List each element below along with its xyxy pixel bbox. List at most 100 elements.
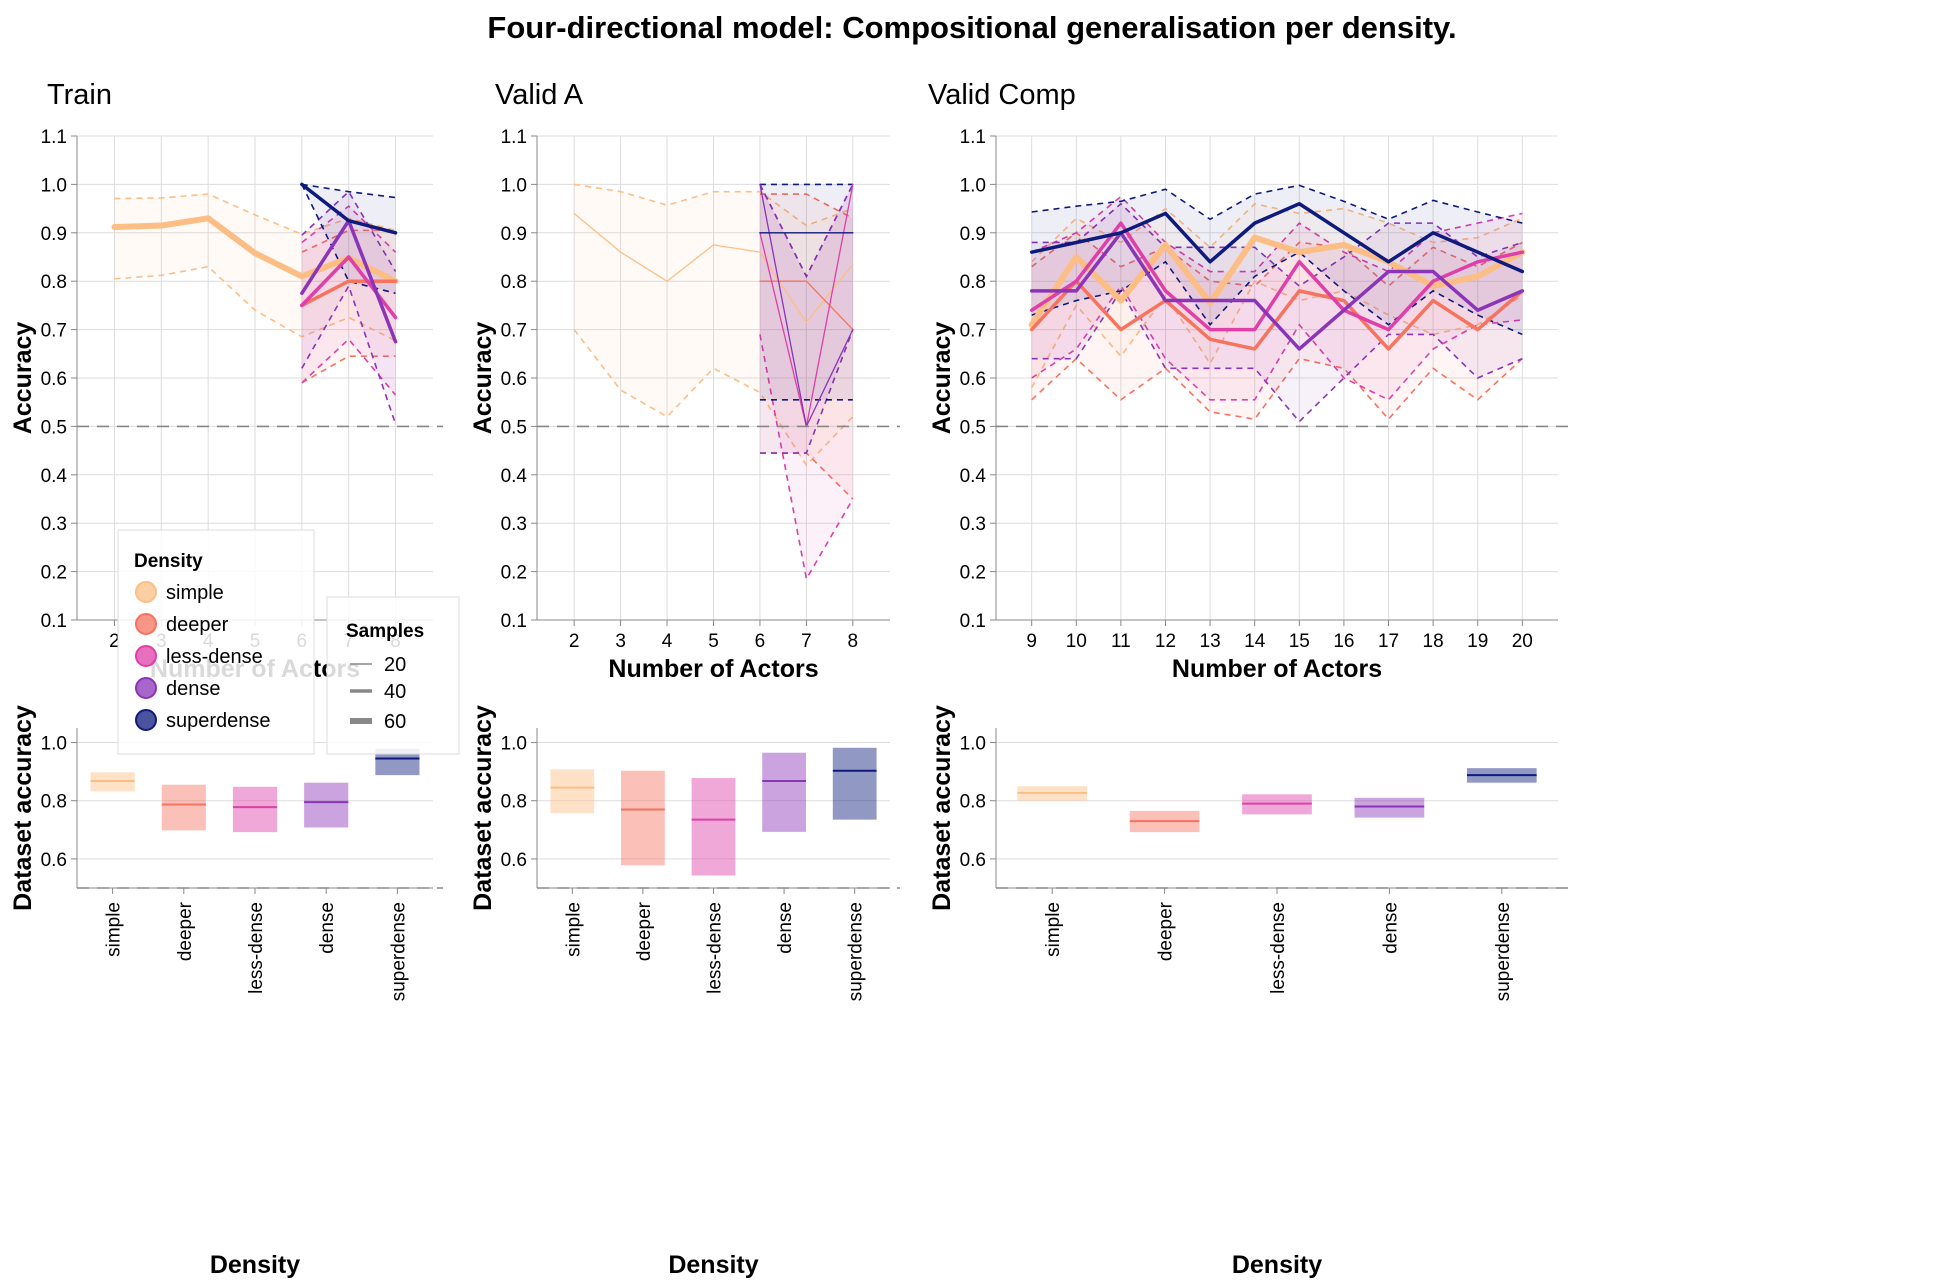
x-tick-label: 12: [1155, 631, 1176, 652]
y-axis-title: Accuracy: [469, 322, 497, 435]
legend-label-deeper: deeper: [166, 614, 229, 636]
y-tick-label: 0.2: [501, 563, 527, 584]
box-deeper: [621, 770, 665, 866]
legend-item-dense[interactable]: dense: [135, 677, 221, 700]
interval-box-superdense: [832, 747, 877, 820]
legend: Density simple deeper less-dense dense s…: [117, 529, 460, 755]
legend-swatch-superdense: [135, 709, 157, 731]
interval-box-dense: [1354, 797, 1425, 818]
y-tick-label: 0.3: [41, 514, 67, 535]
mean-line-simple: [1028, 234, 1526, 328]
confidence-band-simple: [1031, 203, 1523, 388]
upper-bound-superdense: [1031, 184, 1523, 224]
interval-box-dense: [762, 752, 806, 832]
x-tick-label: 10: [1066, 631, 1087, 652]
box-deeper: [161, 784, 206, 831]
upper-bound-deeper: [1031, 231, 1523, 288]
series-superdense: [759, 183, 853, 401]
x-tick-label: dense: [775, 902, 796, 954]
lower-bound-less-dense: [759, 334, 854, 582]
series-dense: [301, 190, 397, 425]
panel-title: Valid Comp: [928, 79, 1076, 111]
y-tick-label: 1.1: [960, 127, 986, 148]
interval-box-deeper: [161, 784, 206, 831]
interval-box-less-dense: [691, 778, 736, 876]
x-tick-label: 17: [1378, 631, 1399, 652]
legend-item-superdense[interactable]: superdense: [135, 709, 271, 732]
box-less-dense: [232, 786, 278, 833]
mean-line-superdense: [300, 182, 398, 235]
upper-bound-superdense: [301, 183, 396, 199]
legend-label-simple: simple: [166, 582, 224, 604]
line-panel-train: Train0.10.20.30.40.50.60.70.80.91.01.123…: [9, 79, 443, 683]
box-superdense: [1466, 768, 1537, 783]
y-tick-label: 0.3: [960, 514, 986, 535]
legend-label-samples-20: 20: [384, 654, 406, 676]
legend-item-less-dense[interactable]: less-dense: [135, 645, 263, 668]
x-tick-label: 4: [662, 631, 673, 652]
confidence-band-less-dense: [301, 206, 396, 395]
confidence-band-simple: [114, 194, 396, 341]
confidence-band-simple: [574, 184, 853, 466]
interval-box-dense: [304, 782, 349, 828]
box-deeper: [1129, 810, 1200, 833]
upper-bound-dense: [759, 184, 854, 279]
lower-bound-simple: [573, 329, 854, 467]
y-tick-label: 0.8: [501, 792, 527, 813]
lower-bound-less-dense: [1031, 284, 1523, 401]
legend-item-samples-20[interactable]: 20: [350, 654, 406, 676]
y-tick-label: 0.2: [41, 563, 67, 584]
confidence-band-superdense: [759, 184, 853, 400]
series-dense: [759, 184, 854, 454]
y-tick-label: 0.6: [960, 850, 986, 871]
box-less-dense: [1242, 794, 1312, 815]
x-tick-label: less-dense: [246, 902, 267, 994]
upper-bound-simple: [114, 193, 396, 236]
x-tick-label: 3: [615, 631, 626, 652]
interval-box-deeper: [621, 770, 665, 866]
x-tick-label: superdense: [846, 902, 867, 1001]
y-tick-label: 1.0: [41, 175, 67, 196]
series-superdense: [1031, 184, 1523, 336]
y-tick-label: 1.0: [960, 734, 986, 755]
samples-legend-box: [326, 596, 460, 755]
x-tick-label: simple: [104, 902, 125, 957]
box-simple: [1017, 786, 1088, 801]
y-axis-title: Dataset accuracy: [469, 705, 497, 911]
series-simple: [1030, 202, 1523, 389]
legend-label-superdense: superdense: [166, 710, 271, 732]
x-tick-label: 6: [755, 631, 766, 652]
legend-label-samples-40: 40: [384, 681, 406, 703]
y-tick-label: 0.9: [960, 224, 986, 245]
series-superdense: [301, 183, 396, 295]
legend-item-samples-60[interactable]: 60: [350, 711, 406, 733]
series-simple: [573, 183, 854, 467]
y-axis-title: Accuracy: [928, 322, 956, 435]
x-tick-label: simple: [1043, 902, 1064, 957]
mean-line-deeper: [1029, 279, 1525, 351]
x-tick-label: 9: [1026, 631, 1037, 652]
x-axis-title: Number of Actors: [1172, 655, 1382, 683]
confidence-band-dense: [301, 191, 396, 424]
y-tick-label: 1.1: [501, 127, 527, 148]
confidence-band-dense: [759, 184, 853, 454]
mean-line-superdense: [1029, 202, 1525, 274]
legend-item-simple[interactable]: simple: [135, 581, 224, 604]
x-tick-label: dense: [1380, 902, 1401, 954]
y-tick-label: 0.1: [960, 611, 986, 632]
lower-bound-dense: [301, 284, 397, 425]
mean-line-simple: [573, 212, 854, 323]
y-axis-title: Dataset accuracy: [928, 705, 956, 911]
legend-item-samples-40[interactable]: 40: [350, 681, 406, 703]
legend-swatch-dense: [135, 677, 157, 699]
lower-bound-deeper: [1031, 357, 1523, 421]
y-tick-label: 0.6: [41, 369, 67, 390]
legend-item-deeper[interactable]: deeper: [135, 613, 229, 636]
legend-swatch-simple: [135, 581, 157, 603]
x-axis-title: Density: [668, 1251, 758, 1279]
x-tick-label: simple: [563, 902, 584, 957]
legend-label-samples-60: 60: [384, 711, 406, 733]
upper-bound-simple: [574, 183, 854, 227]
x-tick-label: 14: [1244, 631, 1266, 652]
